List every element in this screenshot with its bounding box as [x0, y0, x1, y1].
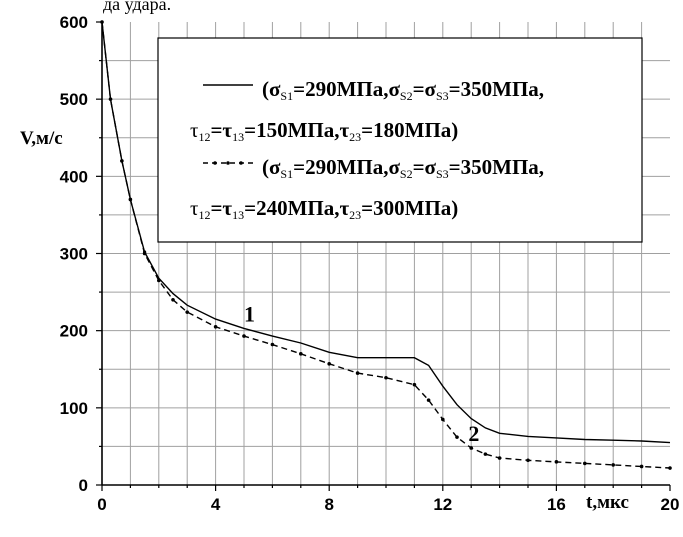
series-2-point	[355, 371, 360, 375]
curve-label-2: 2	[468, 421, 479, 446]
series-2-point	[157, 278, 161, 283]
series-2-point	[668, 466, 672, 470]
series-2-point	[384, 375, 388, 380]
series-2-point	[455, 435, 459, 439]
legend-sample-point	[213, 161, 217, 165]
legend-entry-text: τ12=τ13=240МПа,τ23=300МПа)	[190, 196, 458, 222]
series-2-point	[526, 458, 530, 463]
series-2-point	[497, 456, 502, 460]
series-2-point	[583, 461, 587, 466]
y-axis-title: V,м/с	[20, 128, 63, 149]
series-2-point	[213, 325, 218, 329]
x-tick-label: 16	[547, 495, 566, 514]
y-tick-label: 500	[60, 90, 88, 109]
series-2-point	[611, 463, 615, 467]
y-tick-label: 600	[60, 13, 88, 32]
series-2-point	[412, 382, 417, 387]
legend-entry-text: (σS1=290МПа,σS2=σS3=350МПа,	[262, 77, 544, 103]
top-text-fragment: да удара.	[103, 0, 171, 14]
x-tick-label: 0	[97, 495, 106, 514]
legend-sample-point	[226, 161, 230, 165]
curve-label-1: 1	[244, 301, 255, 326]
series-2-point	[242, 334, 246, 338]
x-tick-label: 8	[324, 495, 333, 514]
series-2-point	[120, 159, 124, 163]
series-2-point	[185, 310, 189, 314]
series-2-point	[483, 452, 488, 456]
legend-box	[157, 37, 643, 243]
y-tick-label: 400	[60, 167, 88, 186]
series-line-1	[101, 21, 671, 444]
series-2-point	[128, 197, 133, 202]
legend: (σS1=290МПа,σS2=σS3=350МПа, τ12=τ13=150МП…	[157, 37, 643, 243]
legend-entry-text: τ12=τ13=150МПа,τ23=180МПа)	[190, 118, 458, 144]
series-2-point	[441, 417, 445, 422]
y-tick-label: 100	[60, 399, 88, 418]
x-axis-title: t,мкс	[586, 492, 629, 513]
data-series: 12	[100, 20, 672, 470]
series-2-point	[108, 97, 113, 101]
y-tick-label: 200	[60, 322, 88, 341]
series-2-point	[426, 398, 431, 402]
series-2-point	[142, 251, 147, 256]
series-line-2	[101, 21, 671, 469]
x-tick-label: 20	[661, 495, 680, 514]
series-2-point	[171, 298, 175, 302]
series-2-point	[554, 460, 559, 464]
series-2-point	[639, 464, 644, 469]
y-tick-label: 0	[79, 476, 88, 495]
legend-sample-point	[239, 161, 243, 165]
x-tick-label: 12	[433, 495, 452, 514]
legend-entry-text: (σS1=290МПа,σS2=σS3=350МПа,	[262, 155, 544, 181]
axes	[96, 21, 671, 491]
series-2-point	[100, 20, 104, 24]
y-tick-label: 300	[60, 245, 88, 264]
series-2-point	[469, 446, 474, 450]
x-tick-label: 4	[211, 495, 221, 514]
series-2-point	[299, 352, 303, 356]
series-2-point	[270, 342, 275, 347]
series-2-point	[327, 362, 332, 366]
